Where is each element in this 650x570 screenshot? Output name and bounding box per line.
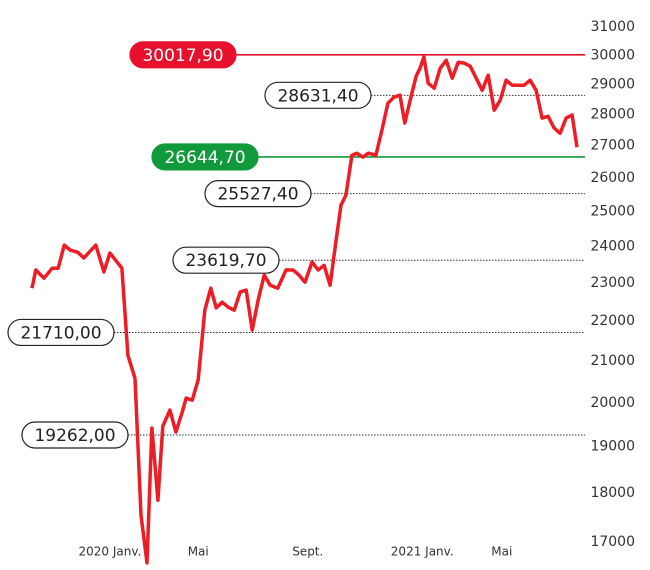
y-tick-label: 17000 bbox=[590, 534, 635, 550]
y-tick-label: 19000 bbox=[590, 439, 635, 455]
x-tick-label: Mai bbox=[188, 545, 209, 559]
reference-label: 26644,70 bbox=[164, 148, 245, 168]
reference-label-box bbox=[172, 246, 280, 274]
y-tick-label: 25000 bbox=[590, 204, 635, 220]
y-tick-label: 29000 bbox=[590, 76, 635, 92]
y-tick-label: 18000 bbox=[590, 485, 635, 501]
y-tick-label: 28000 bbox=[590, 106, 635, 122]
reference-label-box bbox=[7, 318, 115, 347]
y-tick-label: 27000 bbox=[590, 138, 635, 154]
x-tick-label: Sept. bbox=[292, 545, 323, 559]
x-tick-label: 2020 Janv. bbox=[79, 545, 142, 559]
reference-label-box bbox=[151, 143, 259, 171]
reference-label: 28631,40 bbox=[277, 86, 358, 106]
price-line bbox=[30, 55, 579, 565]
y-tick-label: 30000 bbox=[590, 47, 635, 63]
x-tick-label: 2021 Janv. bbox=[391, 545, 454, 559]
reference-label: 30017,90 bbox=[142, 46, 223, 66]
y-tick-label: 22000 bbox=[590, 313, 635, 329]
y-tick-label: 31000 bbox=[590, 19, 635, 35]
x-tick-label: Mai bbox=[491, 545, 512, 559]
y-tick-label: 24000 bbox=[590, 239, 635, 255]
reference-label-box bbox=[204, 180, 312, 208]
y-tick-label: 20000 bbox=[590, 395, 635, 411]
reference-label-box bbox=[21, 421, 129, 449]
reference-label-box bbox=[129, 41, 237, 69]
y-tick-label: 23000 bbox=[590, 275, 635, 291]
y-tick-label: 26000 bbox=[590, 170, 635, 186]
reference-label: 19262,00 bbox=[34, 426, 115, 446]
reference-label: 25527,40 bbox=[217, 185, 298, 205]
reference-label: 21710,00 bbox=[20, 323, 101, 343]
y-tick-label: 21000 bbox=[590, 353, 635, 369]
reference-label-box bbox=[264, 81, 372, 109]
reference-label: 23619,70 bbox=[185, 251, 266, 271]
